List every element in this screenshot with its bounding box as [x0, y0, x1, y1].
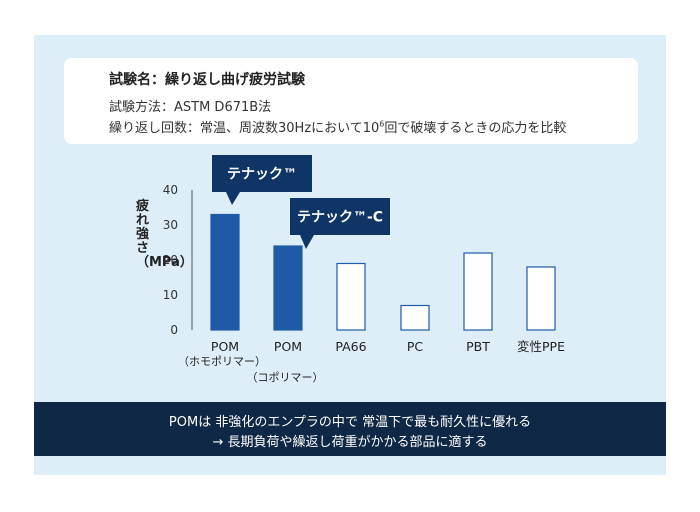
- bar-5: [526, 266, 556, 331]
- bar-4: [463, 252, 493, 331]
- y-tick-label-1: 10: [163, 288, 178, 302]
- y-tick-label-3: 30: [163, 218, 178, 232]
- bar-1: [273, 245, 303, 331]
- callout-label-1: テナック™-C: [297, 210, 383, 226]
- y-tick-label-2: 20: [163, 253, 178, 267]
- test-method: 試験方法：ASTM D671B法: [109, 100, 272, 115]
- y-tick-label-0: 0: [170, 323, 178, 337]
- test-title: 試験名：繰り返し曲げ疲労試験: [109, 72, 305, 88]
- bar-3: [400, 304, 430, 331]
- x-tick-label-5: 変性PPE: [517, 339, 565, 354]
- x-tick-label-4: PBT: [466, 339, 490, 354]
- conclusion-banner: POMは 非強化のエンプラの中で 常温下で最も耐久性に優れる → 長期負荷や繰返…: [34, 402, 666, 456]
- callout-box-0: [212, 155, 312, 192]
- bar-0: [210, 213, 240, 331]
- callout-box-1: [290, 198, 390, 235]
- test-count-before: 繰り返し回数：常温、周波数30Hzにおいて10: [109, 121, 380, 136]
- callout-pointer-0: [226, 192, 240, 205]
- conclusion-line-1: POMは 非強化のエンプラの中で 常温下で最も耐久性に優れる: [168, 415, 532, 430]
- x-sub-label-0: （ホモポリマー）: [178, 355, 266, 368]
- conclusion-line-2: → 長期負荷や繰返し荷重がかかる部品に適する: [212, 435, 488, 450]
- test-info-box: 試験名：繰り返し曲げ疲労試験 試験方法：ASTM D671B法 繰り返し回数：常…: [64, 58, 638, 144]
- x-tick-label-0: POM: [211, 339, 239, 354]
- callout-label-0: テナック™: [227, 167, 297, 183]
- test-count-exponent: 6: [379, 119, 385, 129]
- x-sub-label-1: （コポリマー）: [247, 371, 324, 384]
- test-count: 繰り返し回数：常温、周波数30Hzにおいて106回で破壊するときの応力を比較: [109, 117, 566, 136]
- x-tick-label-1: POM: [274, 339, 302, 354]
- test-count-after: 回で破壊するときの応力を比較: [384, 121, 567, 136]
- callout-pointer-1: [300, 235, 314, 249]
- bar-2: [336, 262, 366, 331]
- y-axis-label: 疲れ強さ（MPa）: [136, 199, 193, 270]
- y-tick-label-4: 40: [163, 183, 178, 197]
- x-tick-label-2: PA66: [335, 339, 366, 354]
- x-tick-label-3: PC: [407, 339, 424, 354]
